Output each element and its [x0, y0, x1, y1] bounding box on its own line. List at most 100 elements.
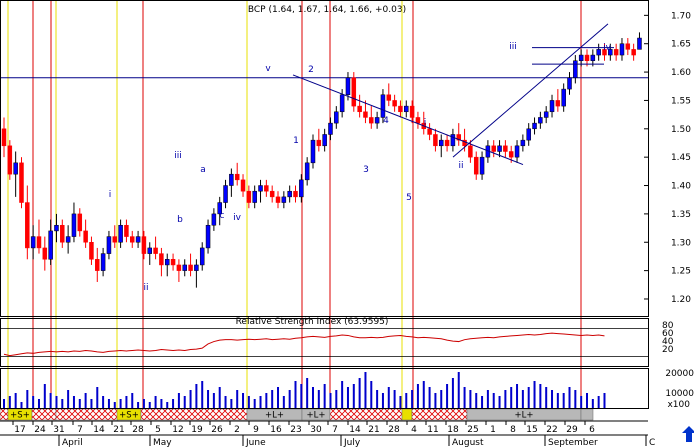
- signal-label: +L+: [265, 411, 284, 421]
- month-label: July: [343, 438, 361, 448]
- candle-down: [130, 236, 135, 243]
- volume-bar: [8, 396, 11, 408]
- candle-up: [637, 37, 642, 50]
- volume-bar: [399, 396, 402, 408]
- volume-bar: [411, 390, 414, 408]
- volume-bar: [20, 402, 23, 408]
- volume-bar: [90, 399, 93, 408]
- month-label: June: [245, 438, 266, 448]
- volume-bar: [323, 384, 326, 408]
- volume-bar: [37, 399, 40, 408]
- date-tick-label: 26: [211, 425, 223, 435]
- candle-down: [409, 105, 415, 118]
- volume-bar: [218, 387, 221, 408]
- wave-label: ii: [458, 161, 463, 171]
- candle-up: [590, 54, 596, 61]
- wave-label: i: [424, 118, 427, 128]
- candle-up: [48, 230, 53, 260]
- volume-bar: [49, 393, 52, 408]
- candle-down: [351, 77, 357, 107]
- date-tick-label: 19: [191, 425, 203, 435]
- volume-bar: [527, 387, 530, 408]
- candle-down: [60, 224, 65, 243]
- candle-down: [42, 247, 48, 260]
- rsi-tick-label: 80: [662, 321, 674, 331]
- volume-bar: [265, 393, 268, 408]
- candle-down: [19, 162, 24, 203]
- volume-bar: [556, 393, 559, 408]
- ascending-trendline: [452, 23, 609, 158]
- volume-bar: [352, 384, 355, 408]
- volume-bar: [78, 399, 81, 408]
- candle-up: [13, 162, 18, 175]
- candle-up: [578, 54, 584, 61]
- candle-down: [491, 145, 496, 152]
- candle-down: [124, 224, 129, 237]
- volume-bar: [26, 390, 29, 408]
- wave-label: iii: [174, 151, 182, 161]
- signal-label: +S+: [10, 411, 30, 421]
- signal-label: +L+: [515, 411, 534, 421]
- candle-up: [194, 264, 199, 271]
- wave-label: 2: [308, 65, 314, 75]
- vertical-marker-lines: [7, 1, 582, 420]
- candle-up: [205, 224, 211, 249]
- candle-up: [310, 139, 316, 164]
- signal-segment: [401, 408, 413, 421]
- candle-down: [89, 242, 94, 260]
- volume-bar: [381, 393, 384, 408]
- candle-up: [100, 253, 106, 271]
- volume-bar: [311, 387, 314, 408]
- candle-up: [164, 259, 170, 266]
- month-label: C: [649, 438, 655, 448]
- candle-down: [240, 179, 246, 192]
- volume-bar: [288, 390, 291, 408]
- rsi-tick-label: 20: [662, 345, 674, 355]
- candle-down: [456, 134, 461, 141]
- candle-up: [258, 185, 263, 192]
- price-tick-label: 1.65: [671, 40, 691, 50]
- volume-bar: [533, 381, 536, 408]
- candle-up: [71, 213, 77, 237]
- volume-bar: [113, 402, 116, 408]
- volume-panel-frame: [0, 368, 649, 409]
- signal-label: +L+: [307, 411, 326, 421]
- volume-tick-label: 20000: [665, 369, 694, 379]
- candle-up: [608, 49, 613, 56]
- volume-bar: [55, 396, 58, 408]
- candle-down: [392, 100, 397, 107]
- rsi-panel: Relative Strength Index (63.9595) 8060402…: [0, 317, 674, 358]
- candle-up: [573, 60, 578, 78]
- volume-bar: [3, 399, 5, 408]
- candle-up: [543, 111, 549, 118]
- volume-bar: [422, 381, 425, 408]
- volume-bar: [96, 387, 99, 408]
- wave-label: i: [109, 190, 112, 200]
- candle-up: [135, 236, 141, 243]
- volume-bar: [242, 393, 245, 408]
- candle-up: [339, 94, 345, 113]
- date-tick-label: 21: [368, 425, 379, 435]
- candle-up: [147, 247, 152, 254]
- volume-bar: [341, 381, 344, 408]
- volume-bar: [317, 390, 320, 408]
- volume-bar: [603, 393, 606, 408]
- candle-down: [613, 49, 619, 56]
- candle-down: [508, 151, 514, 158]
- date-tick-label: 11: [427, 425, 438, 435]
- price-tick-label: 1.70: [671, 11, 691, 21]
- volume-bar: [131, 393, 134, 408]
- candle-up: [596, 49, 601, 56]
- candle-down: [503, 145, 508, 152]
- volume-bar: [498, 396, 501, 408]
- candle-up: [520, 139, 526, 147]
- candle-up: [182, 264, 187, 271]
- candle-down: [444, 139, 450, 147]
- volume-bar: [521, 390, 524, 408]
- candle-up: [118, 224, 123, 243]
- candle-up: [404, 105, 409, 113]
- candle-up: [450, 134, 456, 147]
- volume-bar: [376, 390, 379, 408]
- volume-bar: [545, 387, 548, 408]
